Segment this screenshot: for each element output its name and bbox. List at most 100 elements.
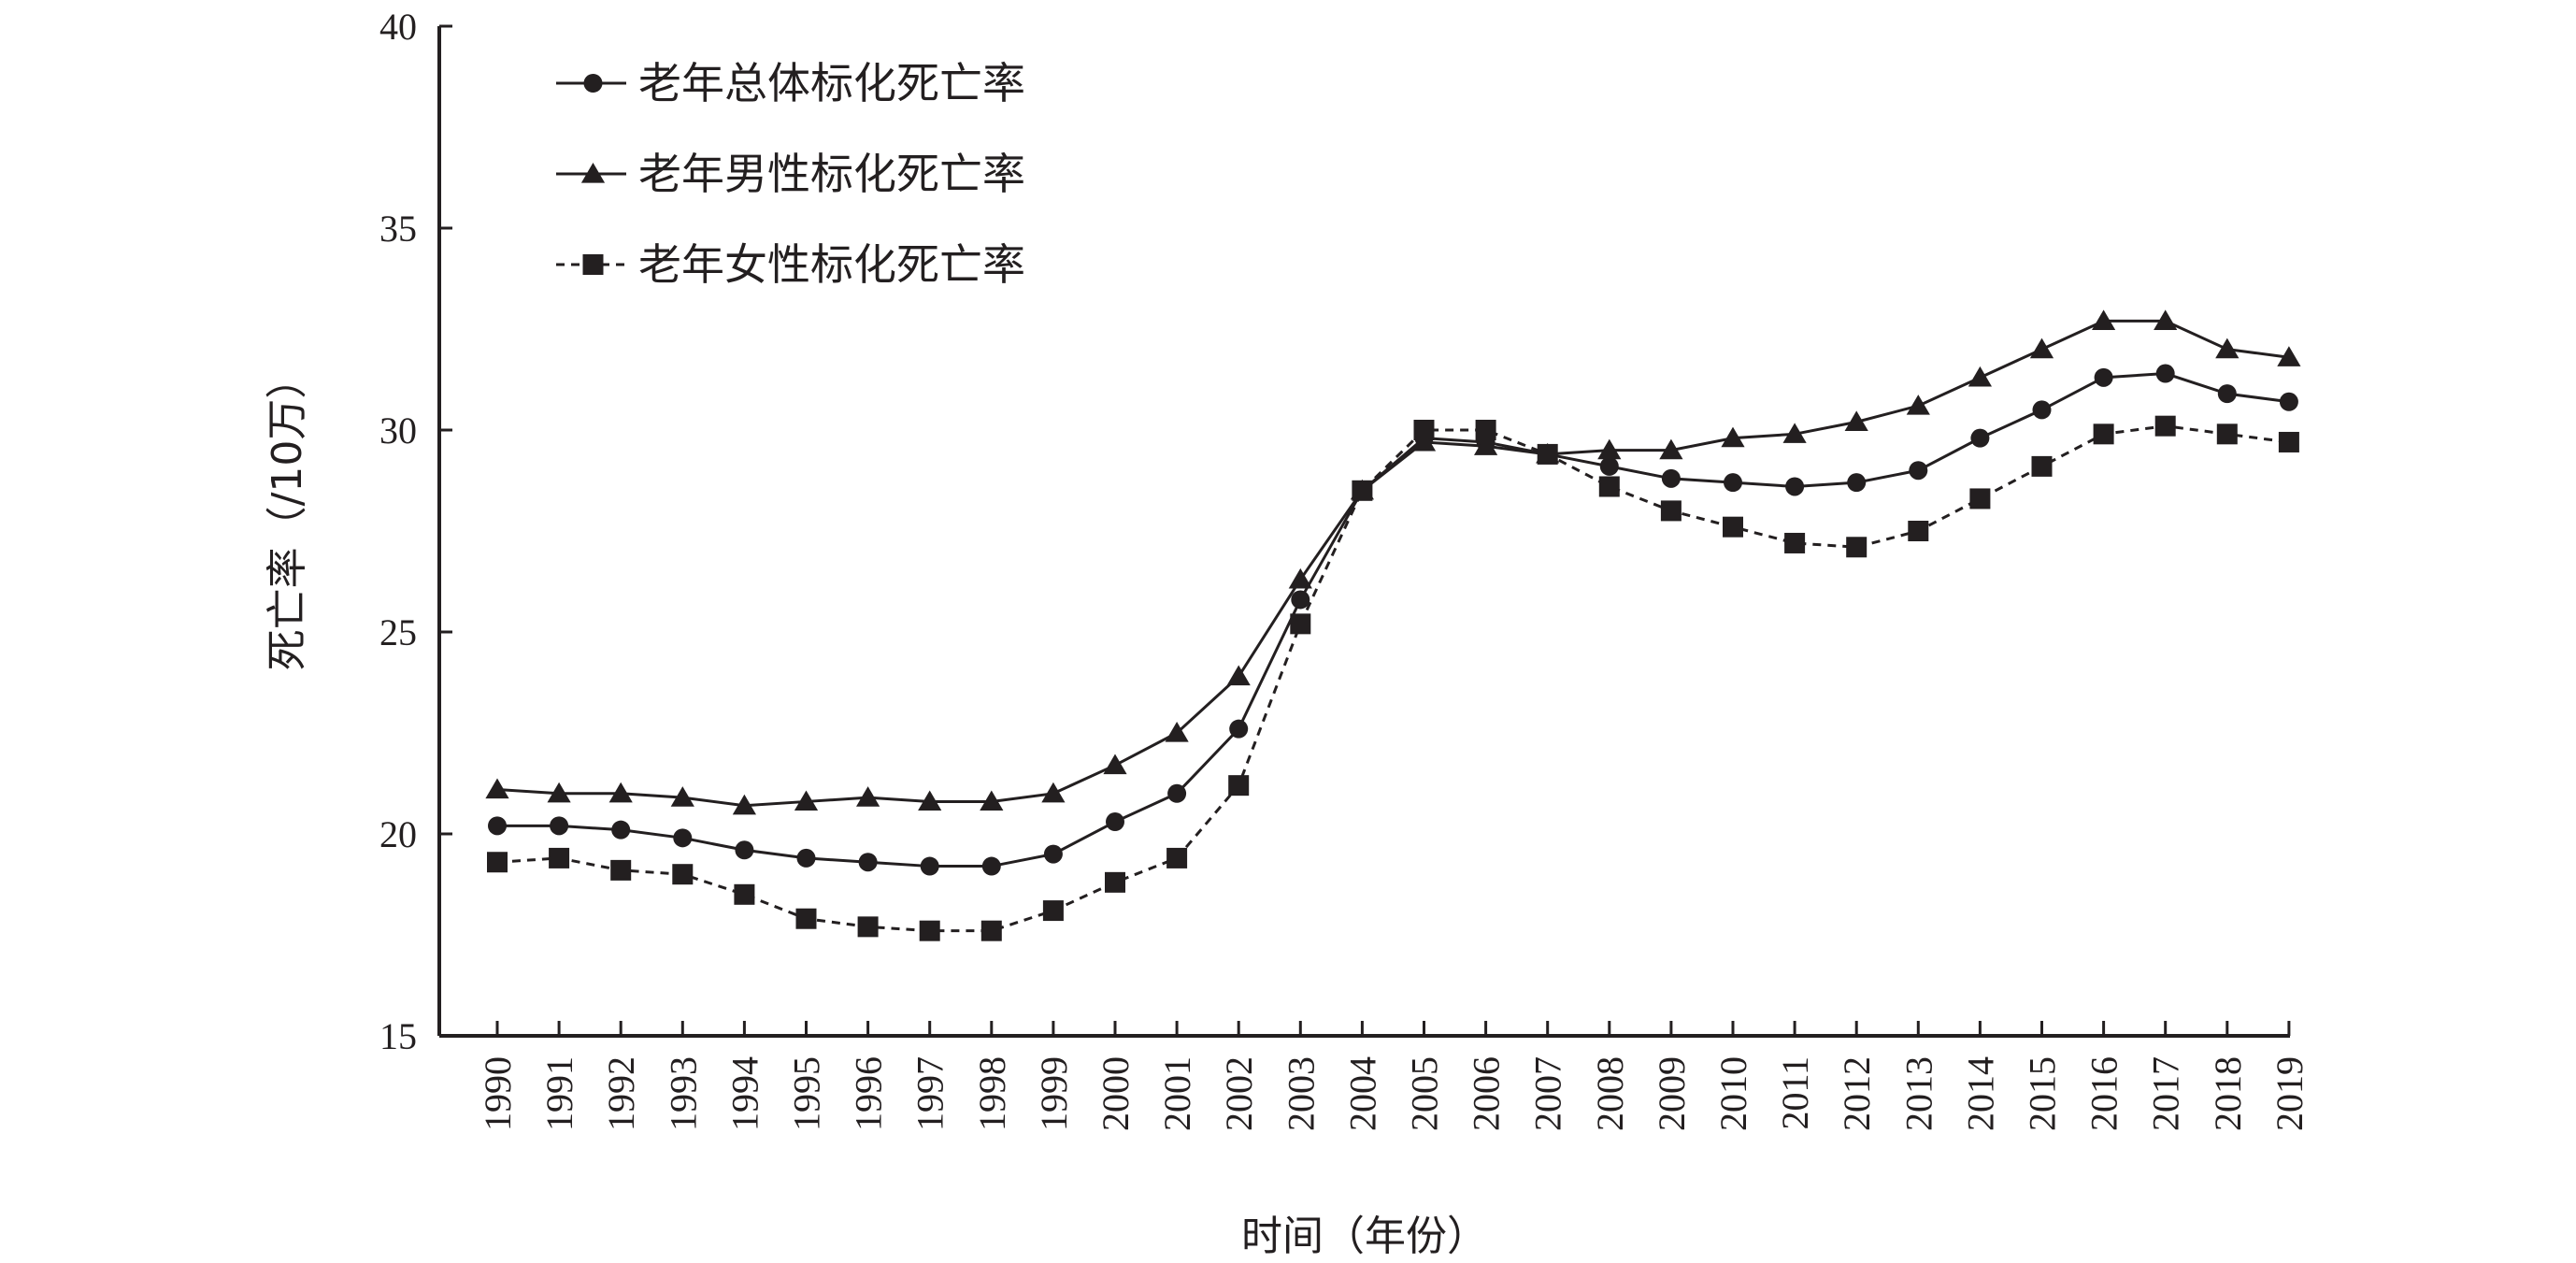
circle-marker — [858, 853, 878, 872]
circle-marker — [1599, 456, 1619, 476]
square-marker — [1475, 420, 1496, 440]
series-square — [487, 415, 2299, 941]
triangle-marker — [2029, 337, 2054, 359]
y-tick-label: 40 — [379, 6, 417, 48]
square-marker — [1598, 476, 1620, 497]
x-tick-label: 1994 — [723, 1056, 766, 1131]
square-marker — [1166, 847, 1188, 868]
triangle-marker — [1597, 438, 1622, 460]
triangle-marker — [547, 782, 571, 803]
circle-marker — [1661, 468, 1681, 488]
x-tick-label: 2019 — [2268, 1056, 2311, 1131]
y-tick-label: 20 — [379, 813, 417, 855]
x-tick-label: 1998 — [971, 1056, 1013, 1131]
square-marker — [2093, 423, 2114, 445]
circle-marker — [2094, 367, 2113, 387]
triangle-marker — [1782, 423, 1807, 443]
x-tick-label: 2004 — [1341, 1056, 1383, 1131]
circle-marker — [488, 816, 507, 836]
triangle-marker — [1906, 395, 1930, 415]
x-tick-label: 2009 — [1651, 1056, 1693, 1131]
square-marker — [919, 920, 940, 941]
square-marker — [1784, 532, 1806, 553]
triangle-marker — [1103, 753, 1127, 775]
square-marker — [2031, 455, 2053, 477]
circle-marker — [1785, 477, 1805, 496]
circle-marker — [2279, 392, 2298, 411]
x-tick-label: 2017 — [2145, 1056, 2187, 1131]
circle-marker — [1724, 473, 1742, 493]
triangle-marker — [2215, 337, 2240, 359]
triangle-marker — [794, 790, 819, 811]
square-marker — [1413, 420, 1435, 440]
triangle-marker — [918, 790, 942, 811]
x-tick-label: 2012 — [1836, 1056, 1878, 1131]
x-tick-label: 2016 — [2083, 1056, 2125, 1131]
square-marker — [1042, 900, 1064, 922]
x-tick-label: 2010 — [1712, 1056, 1754, 1131]
y-tick-label: 30 — [379, 409, 417, 452]
circle-marker — [1909, 461, 1928, 481]
y-tick-label: 15 — [379, 1015, 417, 1057]
series-line — [497, 372, 2290, 868]
circle-marker — [550, 816, 569, 836]
x-tick-label: 2008 — [1589, 1056, 1631, 1131]
y-axis-ticks: 15 20 25 30 35 40 — [379, 6, 452, 1057]
square-marker — [487, 852, 508, 873]
x-tick-label: 2015 — [2022, 1056, 2064, 1131]
triangle-marker — [732, 794, 756, 815]
data-series — [485, 309, 2301, 941]
legend-item: 老年总体标化死亡率 — [556, 58, 1025, 108]
triangle-marker — [485, 778, 509, 799]
triangle-marker — [2092, 309, 2116, 330]
circle-marker — [611, 820, 631, 840]
square-marker — [2216, 423, 2238, 445]
circle-marker — [1291, 590, 1310, 610]
triangle-marker — [1844, 410, 1868, 431]
legend-label: 老年女性标化死亡率 — [638, 239, 1025, 290]
legend-label: 老年总体标化死亡率 — [638, 58, 1025, 108]
x-tick-label: 2011 — [1774, 1056, 1816, 1130]
x-tick-label: 2002 — [1218, 1056, 1260, 1131]
circle-marker — [1043, 844, 1063, 864]
triangle-marker — [2154, 309, 2178, 330]
square-marker — [1908, 521, 1929, 541]
x-tick-label: 1990 — [477, 1056, 519, 1131]
triangle-marker — [1165, 722, 1189, 742]
triangle-marker — [1041, 782, 1066, 803]
circle-marker — [1106, 812, 1124, 832]
y-axis-title: 死亡率（/10万） — [264, 358, 311, 671]
square-marker — [734, 883, 755, 905]
square-marker — [1660, 500, 1682, 522]
x-tick-label: 2007 — [1527, 1056, 1569, 1131]
x-tick-label: 2014 — [1959, 1056, 2001, 1131]
square-marker — [549, 847, 570, 868]
circle-marker — [981, 856, 1001, 876]
square-marker — [582, 254, 604, 275]
square-marker — [1969, 488, 1991, 510]
x-tick-label: 1993 — [662, 1056, 704, 1131]
circle-marker — [2032, 400, 2052, 420]
series-circle — [488, 364, 2298, 876]
square-marker — [795, 908, 817, 929]
x-tick-label: 1999 — [1033, 1056, 1075, 1131]
square-marker — [672, 864, 694, 885]
x-tick-label: 2013 — [1897, 1056, 1939, 1131]
circle-marker — [673, 828, 693, 848]
square-marker — [2278, 431, 2299, 452]
triangle-marker — [1411, 430, 1437, 452]
x-tick-label: 2018 — [2207, 1056, 2249, 1131]
legend-item: 老年女性标化死亡率 — [556, 239, 1025, 290]
circle-marker — [735, 840, 754, 860]
circle-marker — [1847, 473, 1867, 493]
square-marker — [1290, 613, 1311, 635]
circle-marker — [2217, 384, 2237, 404]
circle-marker — [920, 856, 939, 876]
square-marker — [857, 916, 879, 938]
x-tick-label: 1997 — [909, 1056, 952, 1131]
square-marker — [1846, 537, 1868, 558]
x-axis-title: 时间（年份） — [1241, 1213, 1488, 1260]
circle-marker — [796, 848, 816, 868]
